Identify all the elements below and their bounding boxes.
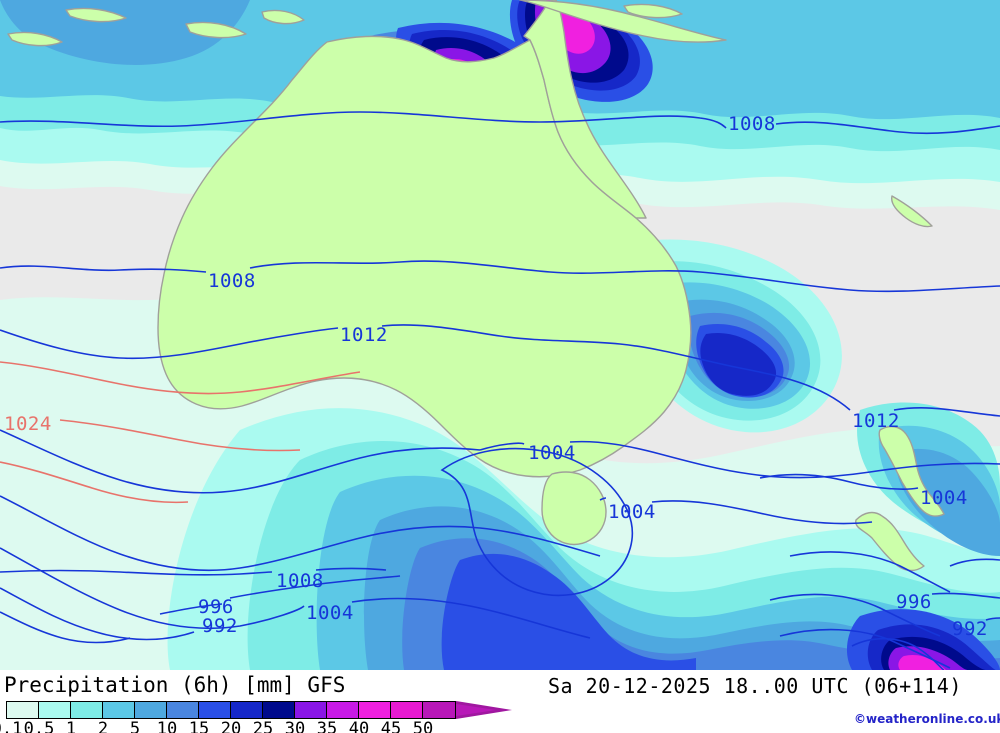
colorbar-tick-0.5: 0.5 [23,719,55,733]
colorbar-swatch-10 [167,702,199,718]
isobar-label-1004: 1004 [528,442,576,464]
island-small-c [261,9,305,25]
colorbar-swatch-0.1 [7,702,39,718]
isobar-label-1004: 1004 [306,602,354,624]
isobar-label-996: 996 [896,591,932,613]
tasmania-landmass [541,471,607,546]
isobar-label-1008: 1008 [728,113,776,135]
island-small-b [7,31,63,47]
overflow-arrow-icon [456,701,512,719]
colorbar-swatch-2 [103,702,135,718]
colorbar-swatch-45 [391,702,423,718]
nz-north-island [878,425,945,517]
isobar-label-996: 996 [198,596,234,618]
colorbar-tick-50: 50 [412,719,434,733]
new-guinea-landmass [519,0,727,43]
colorbar-tick-15: 15 [188,719,210,733]
chart-title: Precipitation (6h) [mm] GFS [4,673,346,697]
precipitation-map[interactable]: 1008 1008 1012 1024 1012 1004 1004 1004 … [0,0,1000,670]
new-caledonia-landmass [891,195,933,228]
colorbar-swatch-25 [263,702,295,718]
colorbar-swatch-5 [135,702,167,718]
model-run-timestamp: Sa 20-12-2025 18..00 UTC (06+114) [548,674,962,698]
isobar-label-1008: 1008 [276,570,324,592]
cape-york-peninsula [523,0,647,219]
isobar-label-1024: 1024 [4,413,52,435]
copyright-notice[interactable]: ©weatheronline.co.uk [854,712,1000,726]
isobar-label-1004: 1004 [920,487,968,509]
colorbar-swatches [6,701,456,719]
colorbar-swatch-15 [199,702,231,718]
colorbar-swatch-0.5 [39,702,71,718]
colorbar-overflow-arrow [456,701,512,719]
colorbar-swatch-50 [423,702,455,718]
island-small-a [65,7,127,23]
colorbar-swatch-1 [71,702,103,718]
colorbar-swatch-30 [295,702,327,718]
colorbar-tick-30: 30 [284,719,306,733]
isobar-label-1012: 1012 [852,410,900,432]
colorbar-swatch-20 [231,702,263,718]
isobar-label-1012: 1012 [340,324,388,346]
map-canvas [0,0,1000,670]
colorbar-tick-20: 20 [220,719,242,733]
timor-island [185,21,247,39]
isobar-label-1004: 1004 [608,501,656,523]
nz-south-island [855,511,925,572]
colorbar-tick-5: 5 [129,719,141,733]
precipitation-colorbar[interactable] [6,701,512,719]
isobar-contours [0,111,1000,670]
colorbar-tick-2: 2 [97,719,109,733]
colorbar-tick-25: 25 [252,719,274,733]
isobar-label-992: 992 [202,615,238,637]
landmass-layer [7,0,945,572]
colorbar-tick-10: 10 [156,719,178,733]
colorbar-swatch-35 [327,702,359,718]
map-footer: Precipitation (6h) [mm] GFS Sa 20-12-202… [0,670,1000,733]
isobar-label-1008: 1008 [208,270,256,292]
colorbar-tick-40: 40 [348,719,370,733]
colorbar-tick-45: 45 [380,719,402,733]
island-small-d [623,3,683,19]
colorbar-tick-35: 35 [316,719,338,733]
colorbar-tick-0.1: 0.1 [0,719,23,733]
colorbar-tick-1: 1 [65,719,77,733]
isobar-label-992: 992 [952,618,988,640]
colorbar-swatch-40 [359,702,391,718]
